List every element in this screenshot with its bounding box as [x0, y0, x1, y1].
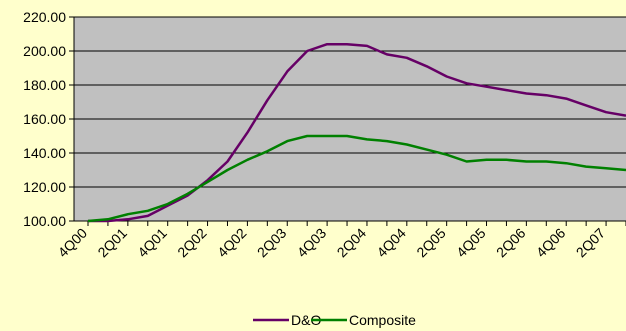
x-tick-label: 4Q03	[294, 225, 330, 261]
y-tick-label: 200.00	[23, 43, 66, 59]
x-tick-label: 4Q01	[134, 225, 170, 261]
legend: D&O Composite	[253, 312, 416, 328]
x-tick-label: 2Q03	[254, 225, 290, 261]
y-tick-label: 160.00	[23, 111, 66, 127]
x-tick-label: 4Q00	[55, 225, 91, 261]
legend-label: D&O	[291, 312, 321, 328]
x-tick-label: 4Q02	[214, 225, 250, 261]
y-tick-label: 140.00	[23, 145, 66, 161]
x-tick-label: 2Q07	[573, 225, 609, 261]
series-lines	[87, 42, 626, 223]
x-axis: 4Q00 2Q01 4Q01 2Q02 4Q02 2Q03 4Q03 2Q04 4Q04 2Q05…	[55, 220, 626, 261]
x-tick-label: 2Q01	[94, 225, 130, 261]
y-tick-label: 100.00	[23, 213, 66, 229]
x-tick-label: 2Q06	[493, 225, 529, 261]
y-tick-label: 120.00	[23, 179, 66, 195]
x-tick-label: 4Q05	[453, 225, 489, 261]
x-tick-label: 4Q04	[373, 225, 409, 261]
y-tick-label: 220.00	[23, 9, 66, 25]
series-line-do	[88, 42, 626, 223]
legend-label: Composite	[349, 312, 416, 328]
y-axis: 100.00 120.00 140.00 160.00 180.00 200.00 220.…	[23, 9, 75, 229]
y-tick-label: 180.00	[23, 77, 66, 93]
series-line-composite	[87, 134, 626, 223]
x-tick-label: 4Q06	[533, 225, 569, 261]
x-tick-label: 2Q04	[334, 225, 370, 261]
x-tick-label: 2Q05	[413, 225, 449, 261]
x-tick-label: 2Q02	[174, 225, 210, 261]
